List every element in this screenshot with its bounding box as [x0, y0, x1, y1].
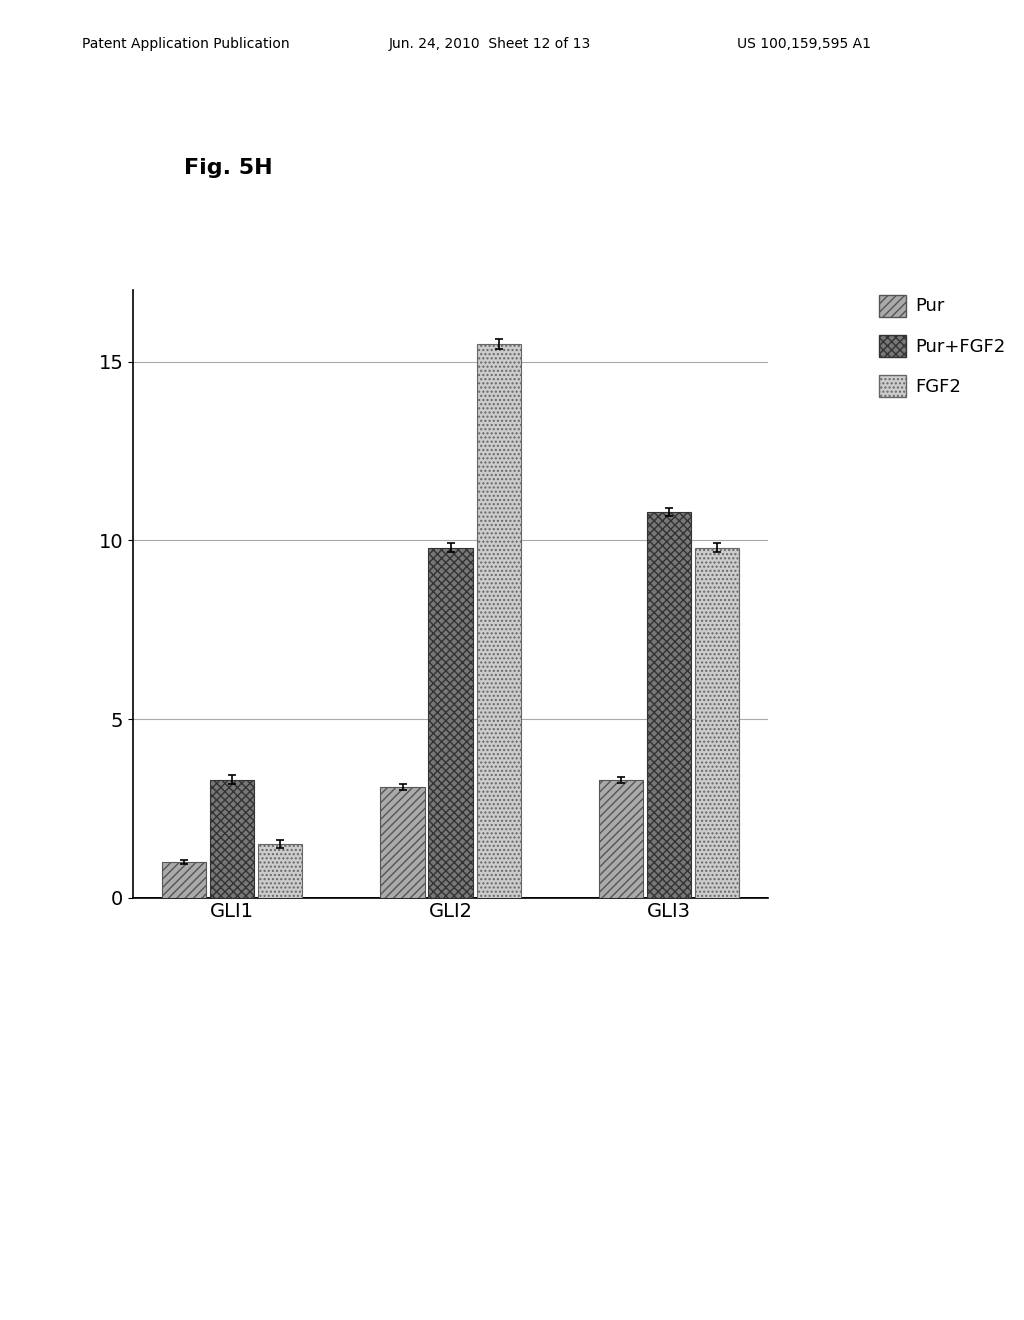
Bar [647, 512, 691, 898]
Bar [258, 843, 302, 898]
Text: Jun. 24, 2010  Sheet 12 of 13: Jun. 24, 2010 Sheet 12 of 13 [389, 37, 592, 51]
Text: Patent Application Publication: Patent Application Publication [82, 37, 290, 51]
Bar [476, 345, 521, 898]
Bar [210, 780, 254, 898]
Text: US 100,159,595 A1: US 100,159,595 A1 [737, 37, 871, 51]
Legend: Pur, Pur+FGF2, FGF2: Pur, Pur+FGF2, FGF2 [872, 288, 1013, 404]
Text: Fig. 5H: Fig. 5H [184, 158, 273, 178]
Bar [599, 780, 643, 898]
Bar [428, 548, 473, 898]
Bar [695, 548, 739, 898]
Bar [162, 862, 206, 898]
Bar [380, 787, 425, 898]
